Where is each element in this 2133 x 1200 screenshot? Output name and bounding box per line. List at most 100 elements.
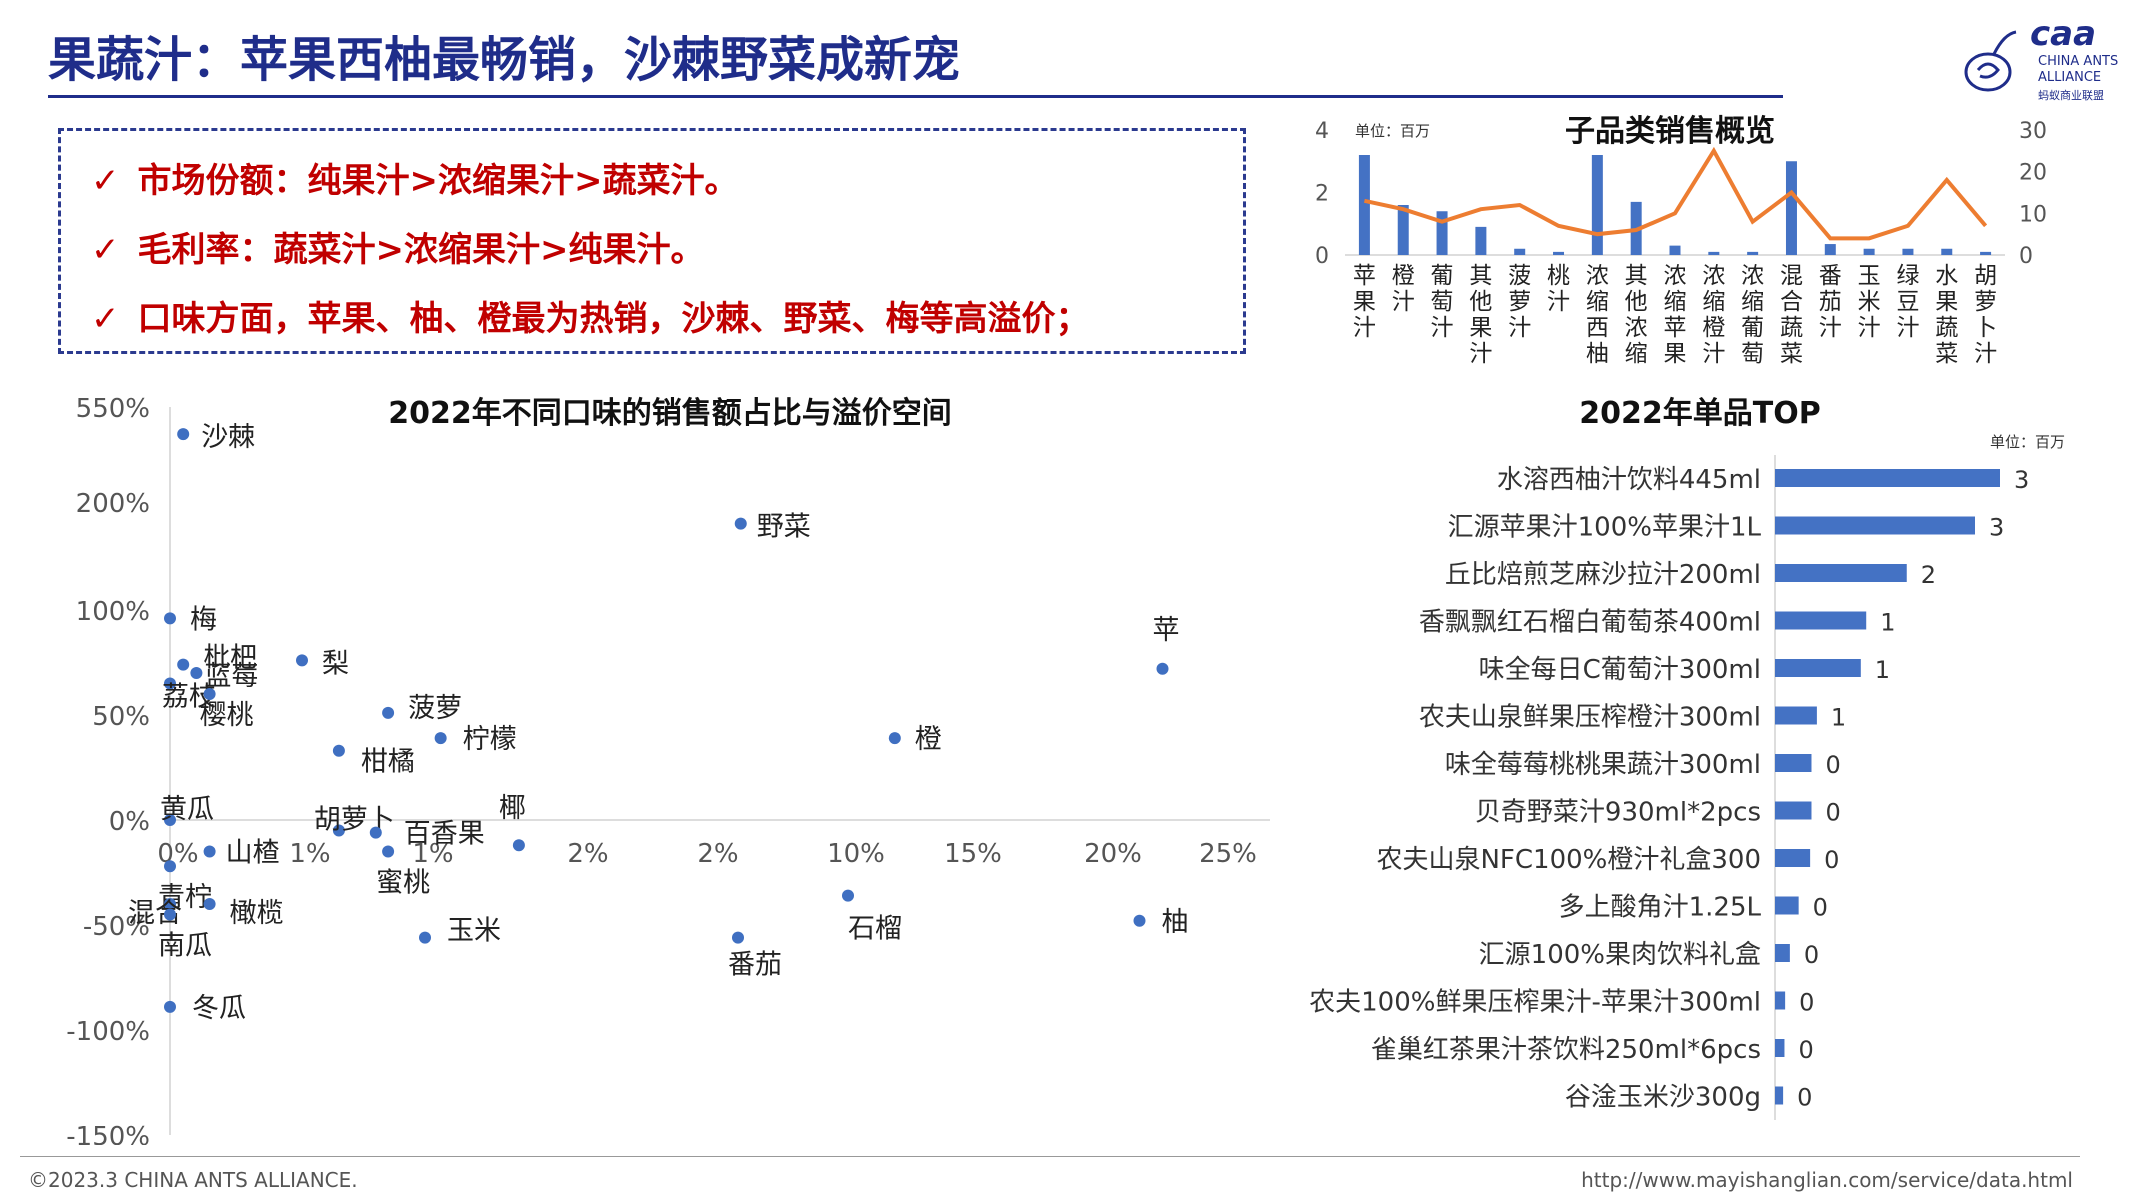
right-tick-label: 20 [2019,161,2047,186]
category-label-char: 茄 [1819,289,1842,315]
bar [1775,1039,1785,1057]
point-label: 冬瓜 [192,993,246,1024]
line-series [1363,146,1988,241]
point-label: 百香果 [404,819,485,850]
sku-label: 香飘飘红石榴白葡萄茶400ml [1419,608,1761,638]
category-label-char: 葡 [1431,263,1454,289]
point-label: 菠萝 [408,693,462,724]
category-label-char: 萝 [1974,289,1997,315]
sku-label: 雀巢红茶果汁茶饮料250ml*6pcs [1371,1035,1761,1065]
point-label: 沙棘 [201,422,255,453]
value-label: 0 [1813,894,1828,922]
chart-title: 2022年单品TOP [1579,396,1820,431]
footer-source-link[interactable]: http://www.mayishanglian.com/service/dat… [1581,1168,2073,1192]
sku-label: 贝奇野菜汁930ml*2pcs [1475,798,1761,828]
point-label: 山楂 [226,838,280,869]
category-label-char: 汁 [1974,341,1997,367]
category-label-char: 浓 [1741,263,1764,289]
category-label-char: 缩 [1586,289,1609,315]
scatter-point [842,889,854,902]
bar [1775,659,1861,677]
category-label-char: 番 [1819,263,1842,289]
y-tick-label: -100% [66,1017,150,1047]
bar [1775,849,1811,867]
point-label: 蜜桃 [376,868,430,899]
category-label-char: 柚 [1586,341,1609,367]
sku-label: 味全莓莓桃桃果蔬汁300ml [1445,750,1761,780]
x-tick-label: 1% [289,839,330,869]
category-label-char: 汁 [1896,315,1919,341]
x-tick-label: 2% [567,839,608,869]
scatter-point [434,732,447,745]
category-label-char: 他 [1625,289,1648,315]
logo-line3: 蚂蚁商业联盟 [2038,89,2104,102]
point-label: 苹 [1153,615,1180,646]
category-label-char: 葡 [1741,315,1764,341]
scatter-point [382,845,395,858]
bar [1775,564,1907,582]
bar [1436,211,1448,255]
category-label-char: 汁 [1508,315,1531,341]
category-label-char: 汁 [1353,315,1376,341]
logo-mark-icon [1964,30,2017,92]
y-tick-label: -50% [83,912,150,942]
value-label: 0 [1798,1036,1813,1064]
bar [1669,245,1681,255]
sku-label: 多上酸角汁1.25L [1559,893,1762,923]
category-label-char: 其 [1469,263,1492,289]
point-label: 胡萝卜 [314,805,395,836]
key-findings-box: ✓ 市场份额：纯果汁>浓缩果汁>蔬菜汁。 ✓ 毛利率：蔬菜汁>浓缩果汁>纯果汁。 ✓… [58,128,1246,354]
value-label: 0 [1797,1084,1812,1112]
bar [1775,469,2000,487]
right-tick-label: 30 [2019,119,2047,144]
scatter-point [512,839,525,852]
footer-copyright: ©2023.3 CHINA ANTS ALLIANCE. [28,1168,358,1192]
bar [1775,896,1799,915]
point-label: 南瓜 [158,931,212,962]
logo-line2: ALLIANCE [2038,70,2102,85]
point-label: 枇杷 [203,643,257,674]
category-label-char: 菠 [1508,263,1531,289]
category-label-char: 浓 [1664,263,1687,289]
sku-label: 丘比焙煎芝麻沙拉汁200ml [1445,560,1761,590]
finding-market-share: ✓ 市场份额：纯果汁>浓缩果汁>蔬菜汁。 [91,153,738,202]
category-label-char: 蔬 [1780,315,1803,341]
sku-label: 农夫山泉鲜果压榨橙汁300ml [1419,703,1761,733]
value-label: 3 [1989,514,2004,542]
x-tick-label: 15% [944,839,1002,869]
point-label: 橙 [915,724,942,755]
x-tick-label: 1% [412,839,453,869]
value-label: 0 [1804,941,1819,969]
scatter-point [734,517,747,530]
point-label: 黄瓜 [160,794,214,825]
category-label-char: 菜 [1780,341,1803,367]
check-icon: ✓ [91,299,120,339]
value-label: 2 [1921,561,1936,589]
bar [1514,248,1526,255]
scatter-point [164,908,176,921]
category-label-char: 汁 [1547,289,1570,315]
bar [1775,706,1817,725]
footer-divider [20,1156,2080,1157]
value-label: 1 [1875,656,1890,684]
check-icon: ✓ [91,230,120,270]
left-tick-label: 4 [1315,119,1329,144]
point-label: 野菜 [757,512,811,543]
category-label-char: 其 [1625,263,1648,289]
bar [1775,944,1790,962]
point-label: 樱桃 [200,700,254,731]
scatter-point [164,898,176,910]
category-label-char: 豆 [1896,289,1919,315]
bar [1863,248,1875,255]
bar [1980,251,1992,255]
category-label-char: 汁 [1392,289,1415,315]
bar [1591,155,1603,255]
bar [1747,251,1759,255]
chart-title: 子品类销售概览 [1565,114,1775,149]
category-label-char: 缩 [1741,289,1764,315]
bar [1397,205,1409,255]
x-tick-label: 25% [1199,839,1257,869]
logo-brand: caa [2030,14,2097,54]
bar [1775,754,1812,772]
bar [1775,611,1867,630]
